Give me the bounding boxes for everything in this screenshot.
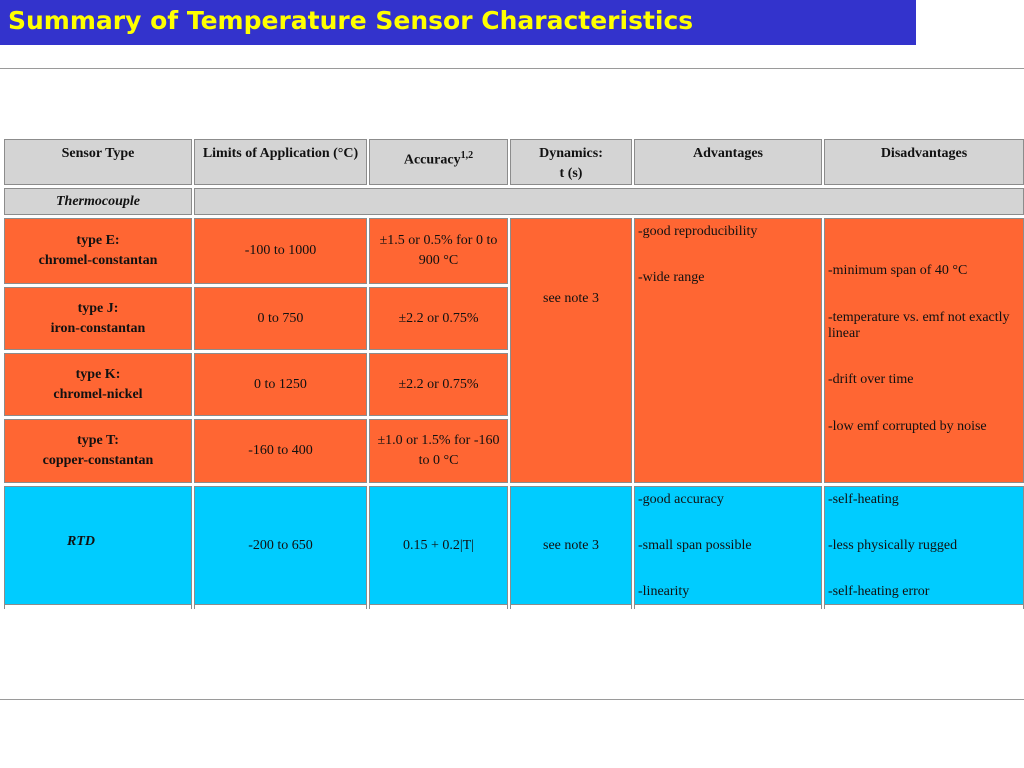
rtd-advantages-cell: -good accuracy -small span possible -lin… <box>634 486 822 605</box>
top-divider <box>0 68 1024 69</box>
accuracy-line2: 900 °C <box>418 253 459 268</box>
rtd-label: RTD <box>67 533 95 549</box>
disadvantage-item: -self-heating <box>828 492 899 507</box>
thermocouple-dynamics-cell: see note 3 <box>510 218 632 483</box>
limits-cell-type-t: -160 to 400 <box>194 419 367 483</box>
header-accuracy-superscript: 1,2 <box>460 150 474 161</box>
disadvantage-item: -minimum span of 40 °C <box>828 263 968 278</box>
header-sensor-type-text: Sensor Type <box>61 146 135 161</box>
accuracy-cell-type-j: ±2.2 or 0.75% <box>369 287 508 350</box>
truncated-row-cell <box>369 605 508 609</box>
header-dynamics-line1: Dynamics: <box>539 146 603 161</box>
accuracy-line1: ±1.5 or 0.5% for 0 to <box>379 233 498 248</box>
accuracy-value: ±2.2 or 0.75% <box>398 310 479 326</box>
limits-value: 0 to 1250 <box>254 376 307 392</box>
header-limits-text: Limits of Application (°C) <box>202 146 359 161</box>
accuracy-cell-type-t: ±1.0 or 1.5% for -160 to 0 °C <box>369 419 508 483</box>
thermocouple-group-text: Thermocouple <box>56 193 140 209</box>
accuracy-value: 0.15 + 0.2|T| <box>402 537 475 553</box>
truncated-row-cell <box>4 605 192 609</box>
rtd-sensor-cell: RTD <box>4 486 192 605</box>
truncated-row-cell <box>510 605 632 609</box>
accuracy-cell-type-k: ±2.2 or 0.75% <box>369 353 508 416</box>
sensor-material-label: iron-constantan <box>50 320 146 336</box>
header-advantages: Advantages <box>634 139 822 185</box>
header-accuracy: Accuracy1,2 <box>369 139 508 185</box>
rtd-limits-cell: -200 to 650 <box>194 486 367 605</box>
advantage-item: -linearity <box>638 584 690 599</box>
sensor-material-label: chromel-nickel <box>53 386 143 402</box>
header-advantages-text: Advantages <box>692 146 763 161</box>
header-disadvantages-text: Disadvantages <box>880 146 968 161</box>
disadvantage-item: -self-heating error <box>828 584 930 599</box>
limits-value: 0 to 750 <box>257 310 304 326</box>
sensor-material-label: chromel-constantan <box>38 253 158 268</box>
advantage-item: -good accuracy <box>638 492 724 507</box>
limits-cell-type-j: 0 to 750 <box>194 287 367 350</box>
sensor-type-label: type E: <box>76 233 120 248</box>
truncated-row-cell <box>634 605 822 609</box>
disadvantage-item: -low emf corrupted by noise <box>828 419 987 434</box>
thermocouple-disadvantages-cell: -minimum span of 40 °C -temperature vs. … <box>824 218 1024 483</box>
thermocouple-group-filler <box>194 188 1024 215</box>
limits-value: -200 to 650 <box>248 537 313 553</box>
truncated-row-cell <box>194 605 367 609</box>
thermocouple-group-label: Thermocouple <box>4 188 192 215</box>
sensor-cell-type-k: type K: chromel-nickel <box>4 353 192 416</box>
sensor-cell-type-t: type T: copper-constantan <box>4 419 192 483</box>
sensor-type-label: type T: <box>77 433 119 448</box>
header-accuracy-text: Accuracy <box>403 152 461 168</box>
disadvantage-item: -less physically rugged <box>828 538 958 553</box>
dynamics-value: see note 3 <box>543 291 599 306</box>
accuracy-value: ±2.2 or 0.75% <box>398 376 479 392</box>
advantage-item: -small span possible <box>638 538 752 553</box>
accuracy-line1: ±1.0 or 1.5% for -160 <box>377 433 500 448</box>
sensor-cell-type-j: type J: iron-constantan <box>4 287 192 350</box>
title-bar: Summary of Temperature Sensor Characteri… <box>0 0 916 45</box>
sensor-material-label: copper-constantan <box>42 453 154 468</box>
dynamics-value: see note 3 <box>543 537 599 553</box>
limits-cell-type-k: 0 to 1250 <box>194 353 367 416</box>
accuracy-cell-type-e: ±1.5 or 0.5% for 0 to 900 °C <box>369 218 508 284</box>
limits-value: -160 to 400 <box>248 443 313 458</box>
disadvantage-item: -temperature vs. emf not exactly linear <box>828 310 1010 341</box>
rtd-accuracy-cell: 0.15 + 0.2|T| <box>369 486 508 605</box>
header-dynamics: Dynamics: t (s) <box>510 139 632 185</box>
advantage-item: -good reproducibility <box>638 224 758 239</box>
header-dynamics-line2: t (s) <box>559 166 583 181</box>
sensor-cell-type-e: type E: chromel-constantan <box>4 218 192 284</box>
header-sensor-type: Sensor Type <box>4 139 192 185</box>
header-limits: Limits of Application (°C) <box>194 139 367 185</box>
accuracy-line2: to 0 °C <box>418 453 459 468</box>
header-disadvantages: Disadvantages <box>824 139 1024 185</box>
slide-title: Summary of Temperature Sensor Characteri… <box>8 6 694 35</box>
advantage-item: -wide range <box>638 270 705 285</box>
thermocouple-advantages-cell: -good reproducibility -wide range <box>634 218 822 483</box>
limits-cell-type-e: -100 to 1000 <box>194 218 367 284</box>
truncated-row-cell <box>824 605 1024 609</box>
bottom-divider <box>0 699 1024 700</box>
sensor-type-label: type K: <box>75 366 121 382</box>
sensor-type-label: type J: <box>77 300 119 316</box>
rtd-disadvantages-cell: -self-heating -less physically rugged -s… <box>824 486 1024 605</box>
limits-value: -100 to 1000 <box>244 243 317 258</box>
disadvantage-item: -drift over time <box>828 372 914 387</box>
rtd-dynamics-cell: see note 3 <box>510 486 632 605</box>
